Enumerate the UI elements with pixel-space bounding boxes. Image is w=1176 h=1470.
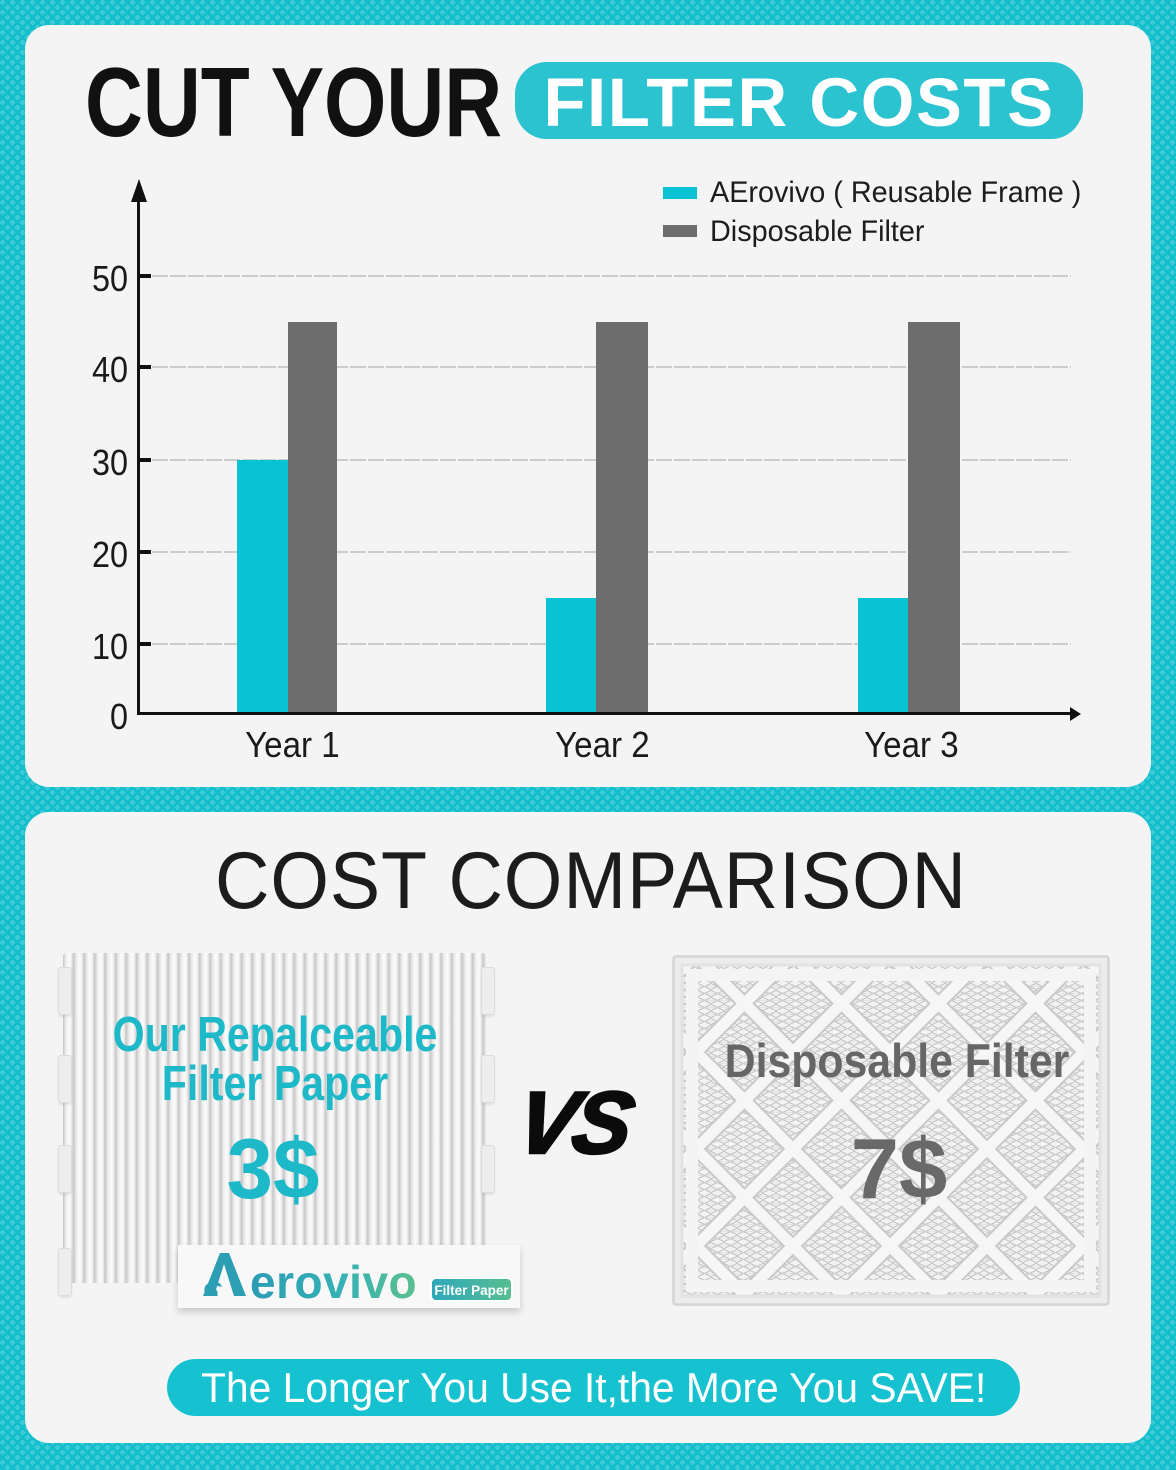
svg-text:Filter Paper: Filter Paper	[434, 1283, 509, 1298]
svg-text:erovivo: erovivo	[250, 1256, 417, 1308]
